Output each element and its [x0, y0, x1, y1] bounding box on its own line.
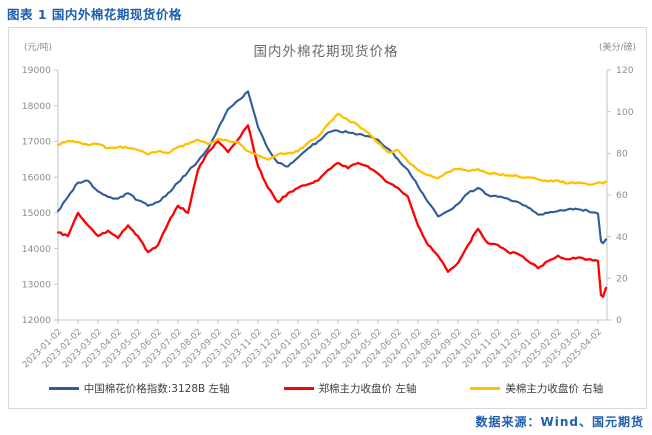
series-line-1 [56, 124, 608, 298]
legend-marker-yellow-line [470, 387, 501, 390]
svg-text:40: 40 [616, 232, 628, 243]
svg-text:80: 80 [616, 149, 628, 160]
svg-text:120: 120 [616, 65, 634, 76]
svg-text:16000: 16000 [22, 172, 51, 183]
svg-text:12000: 12000 [22, 315, 51, 326]
figure-caption: 图表 1 国内外棉花期现货价格 [7, 7, 182, 22]
chart-title: 国内外棉花期现货价格 [253, 44, 399, 60]
svg-text:0: 0 [616, 315, 622, 326]
legend-item-us-cotton: 美棉主力收盘价 右轴 [470, 381, 603, 396]
x-axis-labels: 2023-01-022023-02-022023-03-022023-04-02… [21, 327, 604, 370]
legend-item-zhengzhou-cotton: 郑棉主力收盘价 左轴 [283, 381, 417, 396]
svg-text:19000: 19000 [22, 65, 51, 76]
data-source: 数据来源：Wind、国元期货 [475, 415, 644, 429]
legend-marker-blue-line [48, 387, 79, 390]
legend-label: 郑棉主力收盘价 左轴 [318, 383, 417, 395]
svg-text:15000: 15000 [22, 208, 51, 219]
legend-label: 中国棉花价格指数:3128B 左轴 [83, 383, 230, 395]
axis-lines [54, 69, 611, 324]
svg-text:14000: 14000 [22, 244, 51, 255]
svg-text:18000: 18000 [22, 101, 51, 112]
svg-text:13000: 13000 [22, 279, 51, 290]
svg-text:17000: 17000 [22, 137, 51, 148]
right-axis-labels: 0 20 40 60 80 100 120 [616, 65, 634, 326]
legend-label: 美棉主力收盘价 右轴 [505, 383, 604, 395]
right-axis-unit: (美分/磅) [598, 43, 636, 53]
series-line-2 [56, 112, 608, 186]
chart-panel [8, 27, 647, 409]
legend: 中国棉花价格指数:3128B 左轴 郑棉主力收盘价 左轴 美棉主力收盘价 右轴 [0, 381, 652, 396]
svg-text:100: 100 [616, 107, 634, 118]
left-axis-labels: 12000 13000 14000 15000 16000 17000 18000 19000 [22, 65, 51, 326]
legend-marker-red-line [283, 387, 314, 390]
series-line-0 [56, 90, 608, 245]
svg-text:20: 20 [616, 274, 628, 285]
left-axis-unit: (元/吨) [24, 43, 53, 53]
legend-item-cncotton-index: 中国棉花价格指数:3128B 左轴 [48, 381, 230, 396]
svg-text:60: 60 [616, 190, 628, 201]
